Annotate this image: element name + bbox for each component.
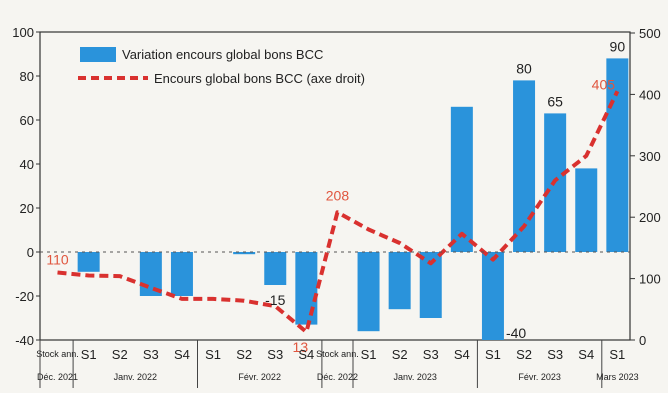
right-tick-label: 300	[639, 149, 661, 164]
x-tick-label: S3	[547, 347, 563, 362]
legend-label-bar: Variation encours global bons BCC	[122, 47, 323, 62]
x-group-label: Janv. 2023	[394, 372, 437, 382]
bar	[513, 80, 536, 253]
bars	[77, 58, 629, 340]
left-tick-label: 60	[20, 113, 34, 128]
x-tick-label: S4	[298, 347, 314, 362]
bar	[170, 252, 193, 296]
line-data-label: 110	[46, 251, 69, 267]
bar-data-label: 80	[516, 60, 532, 76]
x-tick-label: S1	[81, 347, 97, 362]
line-series	[57, 90, 620, 334]
left-tick-label: -40	[15, 333, 34, 348]
bar	[295, 252, 318, 325]
legend: Variation encours global bons BCC Encour…	[78, 47, 365, 86]
x-tick-label: S3	[267, 347, 283, 362]
x-group-label: Mars 2023	[596, 372, 639, 382]
left-axis-ticks: 100 80 60 40 20 0 -20 -40	[12, 25, 40, 348]
legend-label-line: Encours global bons BCC (axe droit)	[154, 71, 365, 86]
bar	[481, 252, 504, 340]
x-tick-label: S3	[143, 347, 159, 362]
left-tick-label: 20	[20, 201, 34, 216]
bar-data-label: -40	[506, 325, 526, 341]
x-tick-label: Stock ann.	[36, 349, 79, 359]
bar-data-label: 65	[547, 93, 563, 109]
x-tick-label: S4	[454, 347, 470, 362]
left-tick-label: 40	[20, 157, 34, 172]
right-tick-label: 0	[639, 333, 646, 348]
x-tick-label: S3	[423, 347, 439, 362]
bar	[388, 252, 411, 310]
right-tick-label: 500	[639, 26, 661, 41]
line-encours-global	[57, 90, 620, 334]
line-data-label: 405	[592, 76, 616, 92]
left-tick-label: 80	[20, 69, 34, 84]
x-tick-label: S2	[112, 347, 128, 362]
bar	[575, 168, 598, 252]
plot-frame	[39, 31, 631, 341]
x-tick-label: Stock ann.	[316, 349, 359, 359]
bar	[264, 252, 287, 285]
right-tick-label: 100	[639, 272, 661, 287]
x-tick-label: S1	[205, 347, 221, 362]
x-tick-label: S2	[516, 347, 532, 362]
x-group-label: Déc. 2021	[37, 372, 78, 382]
x-group-label: Févr. 2023	[518, 372, 561, 382]
bar-data-label: -15	[265, 292, 285, 308]
x-group-label: Févr. 2022	[238, 372, 281, 382]
x-tick-label: S1	[485, 347, 501, 362]
line-data-label: 13	[293, 339, 309, 355]
line-data-label: 208	[326, 187, 350, 203]
x-group-label: Janv. 2022	[114, 372, 157, 382]
right-tick-label: 200	[639, 210, 661, 225]
x-tick-label: S2	[236, 347, 252, 362]
x-tick-label: S1	[609, 347, 625, 362]
x-tick-label: S1	[361, 347, 377, 362]
bar	[419, 252, 442, 318]
bar	[450, 106, 473, 252]
x-tick-label: S2	[392, 347, 408, 362]
bar	[77, 252, 100, 272]
bar-data-label: 90	[610, 38, 626, 54]
right-axis-ticks: 500 400 300 200 100 0	[630, 26, 661, 348]
bar	[233, 252, 256, 255]
left-tick-label: 100	[12, 25, 34, 40]
left-tick-label: 0	[27, 245, 34, 260]
x-tick-label: S4	[578, 347, 594, 362]
bar	[357, 252, 380, 332]
x-group-label: Déc. 2022	[317, 372, 358, 382]
data-labels: -15 -40 80 65 90 110 13 208 405	[46, 38, 625, 355]
legend-swatch-bar	[80, 47, 116, 62]
x-tick-label: S4	[174, 347, 190, 362]
left-tick-label: -20	[15, 289, 34, 304]
x-axis: Stock ann. S1 S2 S3 S4 S1 S2 S3 S4 Stock ann. S1 S2…	[36, 251, 639, 388]
right-tick-label: 400	[639, 87, 661, 102]
